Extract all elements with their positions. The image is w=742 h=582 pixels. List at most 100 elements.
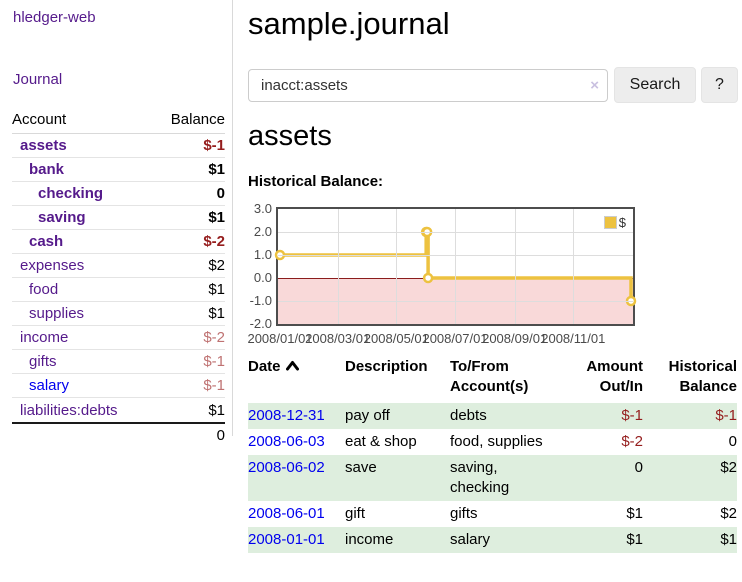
accounts-total-value: 0 [216, 427, 225, 444]
transaction-accounts: debts [450, 407, 487, 424]
account-row: gifts $-1 [12, 350, 225, 374]
account-link-expenses[interactable]: expenses [20, 257, 85, 274]
account-row: cash $-2 [12, 230, 225, 254]
y-axis-tick-label: 3.0 [253, 201, 272, 216]
transaction-description: gift [345, 505, 366, 522]
search-input[interactable] [248, 69, 608, 102]
y-axis-tick-label: 2.0 [253, 224, 272, 239]
account-row: saving $1 [12, 206, 225, 230]
main-content: sample.journal × Search ? assets Histori… [247, 0, 738, 553]
transaction-balance: 0 [728, 433, 737, 450]
account-row: supplies $1 [12, 302, 225, 326]
account-row: assets $-1 [12, 134, 225, 158]
sidebar-item-journal[interactable]: Journal [13, 71, 63, 88]
register-header-date[interactable]: Date [248, 357, 345, 403]
transaction-amount: 0 [634, 459, 643, 476]
grid-line-v [455, 209, 457, 324]
transaction-description: income [345, 531, 394, 548]
transaction-balance: $1 [720, 531, 737, 548]
help-button[interactable]: ? [701, 67, 738, 103]
transaction-amount: $-1 [621, 407, 643, 424]
account-link-saving[interactable]: saving [38, 209, 86, 226]
account-balance: $-1 [203, 137, 225, 154]
account-link-supplies[interactable]: supplies [29, 305, 85, 322]
account-row: income $-2 [12, 326, 225, 350]
y-axis-tick-label: 1.0 [253, 247, 272, 262]
transaction-accounts: saving, checking [450, 459, 510, 496]
account-balance: $-2 [203, 329, 225, 346]
transaction-amount: $1 [626, 531, 643, 548]
transaction-date-link[interactable]: 2008-06-01 [248, 505, 325, 522]
account-row: checking 0 [12, 182, 225, 206]
account-link-gifts[interactable]: gifts [29, 353, 57, 370]
account-balance: $-1 [203, 353, 225, 370]
account-link-bank[interactable]: bank [29, 161, 65, 178]
account-link-salary[interactable]: salary [29, 377, 70, 394]
search-input-wrap: × [248, 69, 608, 102]
grid-line-v [573, 209, 575, 324]
account-heading: assets [248, 120, 332, 152]
sidebar: hledger-web Journal Account Balance asse… [0, 0, 232, 582]
transaction-amount: $1 [626, 505, 643, 522]
account-row: expenses $2 [12, 254, 225, 278]
x-axis-tick-label: 2008/01/01 [247, 331, 313, 346]
transaction-date-link[interactable]: 2008-01-01 [248, 531, 325, 548]
clear-search-icon[interactable]: × [590, 77, 599, 94]
account-balance: $-1 [203, 377, 225, 394]
legend-swatch-icon [603, 216, 617, 229]
register-header-amount: Amount Out/In [586, 358, 643, 395]
transaction-accounts: gifts [450, 505, 478, 522]
x-axis-tick-label: 2008/09/01 [482, 331, 548, 346]
account-balance: $2 [208, 257, 225, 274]
account-link-assets[interactable]: assets [20, 137, 67, 154]
grid-line-v [337, 209, 339, 324]
account-balance: $-2 [203, 233, 225, 250]
transaction-description: pay off [345, 407, 390, 424]
accounts-table-header: Account Balance [12, 111, 225, 134]
accounts-total-row: 0 [12, 422, 225, 446]
transaction-balance: $2 [720, 505, 737, 522]
accounts-header-balance: Balance [170, 111, 225, 128]
account-link-income[interactable]: income [20, 329, 69, 346]
chart-plot-area: $ [274, 207, 637, 326]
transaction-balance: $2 [720, 459, 737, 476]
accounts-header-account: Account [12, 111, 67, 128]
account-balance: 0 [216, 185, 225, 202]
transaction-date-link[interactable]: 2008-12-31 [248, 407, 325, 424]
account-row: food $1 [12, 278, 225, 302]
sort-ascending-icon [285, 357, 299, 377]
transaction-row: 2008-01-01 income salary $1 $1 [248, 527, 737, 553]
account-link-cash[interactable]: cash [29, 233, 64, 250]
x-axis-tick-label: 2008/05/01 [363, 331, 429, 346]
register-header-description: Description [345, 358, 428, 375]
account-link-liabilities-debts[interactable]: liabilities:debts [20, 401, 118, 419]
transaction-amount: $-2 [621, 433, 643, 450]
transaction-row: 2008-12-31 pay off debts $-1 $-1 [248, 403, 737, 429]
transaction-date-link[interactable]: 2008-06-03 [248, 433, 325, 450]
register-table: Date Description To/From Account(s) Amoun… [248, 357, 737, 553]
transaction-row: 2008-06-01 gift gifts $1 $2 [248, 501, 737, 527]
y-axis-tick-label: -2.0 [249, 316, 272, 331]
account-row: salary $-1 [12, 374, 225, 398]
register-header-accounts: To/From Account(s) [450, 358, 529, 395]
brand-link[interactable]: hledger-web [13, 9, 96, 26]
grid-line-v [514, 209, 516, 324]
chart-legend: $ [601, 214, 628, 231]
register-header-row: Date Description To/From Account(s) Amoun… [248, 357, 737, 403]
grid-line-v [396, 209, 398, 324]
transaction-description: save [345, 459, 377, 476]
x-axis-tick-label: 2008/03/01 [305, 331, 371, 346]
account-row: liabilities:debts $1 [12, 398, 225, 422]
account-link-food[interactable]: food [29, 281, 59, 298]
y-axis-tick-label: -1.0 [249, 293, 272, 308]
search-button[interactable]: Search [614, 67, 696, 103]
historical-balance-chart: $ 3.0 2.0 1.0 0.0 -1.0 -2.0 2008/01/01 2008/03/… [247, 200, 728, 348]
page-title: sample.journal [248, 6, 450, 41]
legend-label: $ [618, 215, 626, 230]
account-link-checking[interactable]: checking [38, 185, 104, 202]
chart-title: Historical Balance: [248, 173, 384, 190]
transaction-date-link[interactable]: 2008-06-02 [248, 459, 325, 476]
account-balance: $1 [208, 209, 225, 226]
account-balance: $1 [208, 401, 225, 419]
account-row: bank $1 [12, 158, 225, 182]
